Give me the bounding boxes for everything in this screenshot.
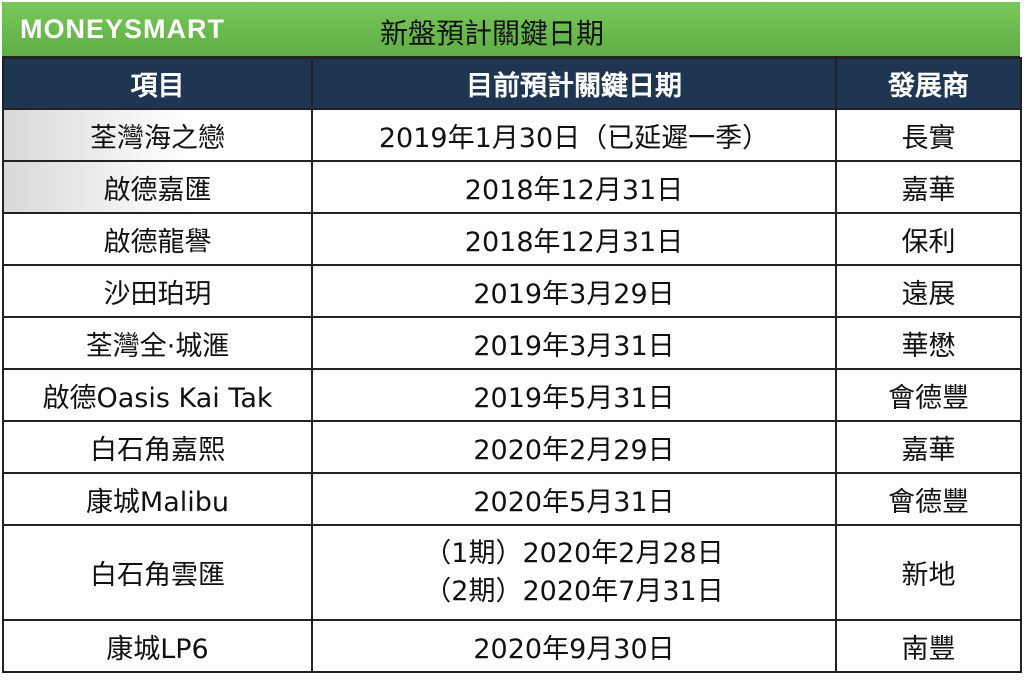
column-header: 發展商 [835,57,1022,110]
table-row: 荃灣海之戀 2019年1月30日（已延遲一季） 長實 [2,108,1022,162]
column-header: 目前預計關鍵日期 [311,57,837,110]
table-cell: 2018年12月31日 [311,160,837,214]
table-cell: 2019年5月31日 [311,368,837,422]
table-cell: 2019年3月29日 [311,264,837,318]
table-row: 荃灣全·城滙 2019年3月31日 華懋 [2,316,1022,370]
table-row: 沙田珀玥 2019年3月29日 遠展 [2,264,1022,318]
table-row: 康城LP6 2020年9月30日 南豐 [2,619,1022,673]
column-header: 項目 [2,57,313,110]
table-cell: 保利 [835,212,1022,266]
table-cell: 2019年1月30日（已延遲一季） [311,108,837,162]
cell-line: （1期）2020年2月28日 [424,537,724,569]
table-cell: 康城LP6 [2,619,313,673]
table-cell: 啟德龍譽 [2,212,313,266]
table-cell: 2020年9月30日 [311,619,837,673]
table-cell: 2019年3月31日 [311,316,837,370]
table-cell: 會德豐 [835,368,1022,422]
table-cell: 長實 [835,108,1022,162]
cell-line: （2期）2020年7月31日 [424,575,724,607]
table-row: 康城Malibu 2020年5月31日 會德豐 [2,472,1022,526]
table-row: 啟德嘉匯 2018年12月31日 嘉華 [2,160,1022,214]
table-cell: 沙田珀玥 [2,264,313,318]
table-cell: 2020年5月31日 [311,472,837,526]
header-row: 項目 目前預計關鍵日期 發展商 [2,57,1022,110]
table-cell: 白石角嘉熙 [2,420,313,474]
table-cell: 康城Malibu [2,472,313,526]
table-cell: 啟德嘉匯 [2,160,313,214]
table-cell: 遠展 [835,264,1022,318]
table-cell: 嘉華 [835,420,1022,474]
table-row: 啟德Oasis Kai Tak 2019年5月31日 會德豐 [2,368,1022,422]
table-row: 白石角雲匯 （1期）2020年2月28日 （2期）2020年7月31日 新地 [2,524,1022,621]
title: 新盤預計關鍵日期 [380,17,605,50]
table-cell: 新地 [835,524,1022,621]
table-cell: 荃灣全·城滙 [2,316,313,370]
title-bar: MONEYSMART 新盤預計關鍵日期 [2,2,1020,58]
table-row: 白石角嘉熙 2020年2月29日 嘉華 [2,420,1022,474]
table-cell: 南豐 [835,619,1022,673]
table-cell: 會德豐 [835,472,1022,526]
table-cell: 華懋 [835,316,1022,370]
table: 項目 目前預計關鍵日期 發展商 荃灣海之戀 2019年1月30日（已延遲一季） 長實 啟德… [2,57,1022,673]
table-cell: 嘉華 [835,160,1022,214]
logo: MONEYSMART [20,14,225,44]
table-cell: （1期）2020年2月28日 （2期）2020年7月31日 [311,524,837,621]
table-cell: 啟德Oasis Kai Tak [2,368,313,422]
table-cell: 白石角雲匯 [2,524,313,621]
table-cell: 2018年12月31日 [311,212,837,266]
table-row: 啟德龍譽 2018年12月31日 保利 [2,212,1022,266]
table-cell: 2020年2月29日 [311,420,837,474]
table-cell: 荃灣海之戀 [2,108,313,162]
